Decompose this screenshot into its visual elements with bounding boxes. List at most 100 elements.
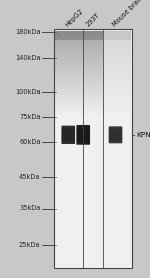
Bar xyxy=(55,68,103,70)
Bar xyxy=(104,82,131,84)
FancyBboxPatch shape xyxy=(62,127,75,142)
Bar xyxy=(104,62,131,64)
Bar xyxy=(55,84,103,85)
Bar xyxy=(55,97,103,98)
Bar xyxy=(104,94,131,95)
Bar xyxy=(104,36,131,38)
Bar xyxy=(55,100,103,101)
Bar xyxy=(55,56,103,58)
Bar xyxy=(55,58,103,59)
Bar xyxy=(104,84,131,85)
Bar xyxy=(104,65,131,66)
FancyBboxPatch shape xyxy=(109,126,122,143)
FancyBboxPatch shape xyxy=(62,128,75,142)
FancyBboxPatch shape xyxy=(77,127,90,143)
Bar xyxy=(55,35,103,36)
Bar xyxy=(104,38,131,39)
Bar xyxy=(104,102,131,104)
Bar xyxy=(104,107,131,108)
Bar xyxy=(104,54,131,55)
Text: 293T: 293T xyxy=(85,12,101,28)
Bar xyxy=(55,95,103,97)
Bar xyxy=(104,108,131,110)
Bar xyxy=(104,74,131,75)
FancyBboxPatch shape xyxy=(77,128,90,142)
Bar xyxy=(54,29,132,268)
Bar xyxy=(104,91,131,92)
Bar xyxy=(55,110,103,111)
Bar xyxy=(104,42,131,44)
Bar xyxy=(55,43,103,45)
Bar xyxy=(55,31,103,32)
Bar xyxy=(104,76,131,78)
FancyBboxPatch shape xyxy=(61,129,75,140)
Bar xyxy=(104,92,131,94)
FancyBboxPatch shape xyxy=(76,129,90,141)
Bar xyxy=(55,76,103,78)
FancyBboxPatch shape xyxy=(109,129,122,141)
Bar xyxy=(104,33,131,35)
Bar xyxy=(104,113,131,114)
Bar xyxy=(104,39,131,41)
Bar xyxy=(104,64,131,65)
Bar xyxy=(104,105,131,107)
Bar xyxy=(55,82,103,84)
Bar xyxy=(55,72,103,74)
Bar xyxy=(104,100,131,101)
Bar xyxy=(55,114,103,115)
Bar xyxy=(104,43,131,45)
Bar xyxy=(55,49,103,51)
Bar xyxy=(104,70,131,71)
Bar xyxy=(104,66,131,68)
Bar xyxy=(55,62,103,64)
Bar xyxy=(104,97,131,98)
FancyBboxPatch shape xyxy=(77,125,89,145)
Bar xyxy=(104,88,131,90)
Bar xyxy=(55,33,103,35)
Bar xyxy=(55,65,103,66)
Bar xyxy=(55,55,103,56)
Text: 25kDa: 25kDa xyxy=(19,242,40,248)
Bar xyxy=(104,110,131,111)
Text: 60kDa: 60kDa xyxy=(19,139,40,145)
Bar xyxy=(104,95,131,97)
Bar xyxy=(104,72,131,74)
FancyBboxPatch shape xyxy=(109,127,122,142)
Bar xyxy=(55,115,103,117)
Bar xyxy=(55,70,103,71)
FancyBboxPatch shape xyxy=(76,125,90,145)
Bar xyxy=(55,87,103,88)
Bar xyxy=(104,46,131,48)
Bar xyxy=(104,52,131,54)
FancyBboxPatch shape xyxy=(77,126,90,143)
Bar xyxy=(55,64,103,65)
Text: 100kDa: 100kDa xyxy=(15,89,40,95)
Bar xyxy=(104,61,131,62)
Bar xyxy=(55,113,103,114)
Bar xyxy=(104,48,131,49)
Bar xyxy=(104,98,131,100)
Bar xyxy=(55,41,103,42)
Bar xyxy=(104,59,131,61)
Text: HepG2: HepG2 xyxy=(64,8,84,28)
Bar xyxy=(104,85,131,87)
Bar xyxy=(55,101,103,102)
FancyBboxPatch shape xyxy=(62,126,75,143)
Bar xyxy=(104,115,131,117)
Bar xyxy=(104,58,131,59)
Bar xyxy=(55,90,103,91)
FancyBboxPatch shape xyxy=(109,127,122,143)
Bar xyxy=(55,51,103,52)
Text: 45kDa: 45kDa xyxy=(19,173,40,180)
Bar xyxy=(104,55,131,56)
FancyBboxPatch shape xyxy=(109,128,122,142)
Bar xyxy=(55,52,103,54)
Bar xyxy=(55,91,103,92)
Bar xyxy=(104,78,131,80)
FancyBboxPatch shape xyxy=(77,126,90,144)
Bar xyxy=(55,105,103,107)
Bar xyxy=(55,31,103,40)
Bar xyxy=(55,94,103,95)
Bar xyxy=(55,61,103,62)
Bar xyxy=(55,42,103,44)
